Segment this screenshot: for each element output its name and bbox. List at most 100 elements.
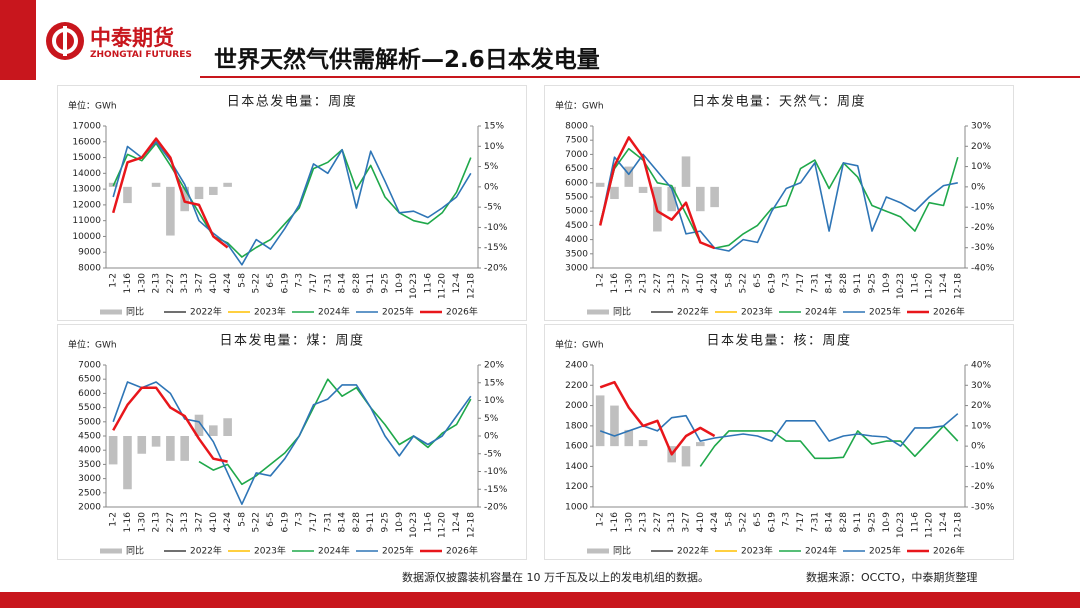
y2-tick-label: 5%	[484, 162, 499, 172]
y-tick-label: 17000	[72, 122, 101, 132]
x-tick-label: 10-23	[896, 512, 906, 538]
y2-tick-label: 0%	[484, 432, 499, 442]
legend-swatch	[587, 309, 609, 315]
chart-panel: 单位：GWh 日本总发电量：周度 8000 9000 10000 11000 12000 13…	[57, 85, 527, 321]
bar	[681, 156, 691, 187]
x-tick-label: 9-11	[366, 512, 376, 532]
x-tick-label: 4-10	[209, 273, 219, 294]
bar	[151, 436, 161, 447]
x-tick-label: 3-27	[682, 512, 692, 532]
bar	[595, 182, 605, 187]
bar	[696, 442, 705, 447]
y-tick-label: 1000	[565, 503, 588, 513]
x-tick-label: 6-5	[753, 512, 763, 527]
x-tick-label: 10-9	[882, 273, 892, 294]
legend-label: 2025年	[869, 545, 901, 557]
y-tick-label: 5500	[565, 193, 588, 203]
logo	[46, 22, 84, 60]
x-tick-label: 2-13	[639, 273, 649, 293]
legend-label: 2025年	[382, 545, 414, 557]
y2-tick-label: -10%	[971, 203, 995, 213]
x-tick-label: 7-17	[796, 512, 806, 532]
x-tick-label: 11-20	[438, 512, 448, 538]
x-tick-label: 9-25	[381, 512, 391, 532]
legend-label: 同比	[126, 306, 144, 318]
x-tick-label: 1-2	[109, 512, 119, 527]
x-tick-label: 7-17	[309, 512, 319, 532]
y-tick-label: 7000	[78, 361, 101, 371]
legend-label: 同比	[126, 545, 144, 557]
chart-title: 日本发电量：煤：周度	[219, 333, 364, 349]
y2-tick-label: 15%	[484, 122, 504, 132]
legend-label: 2025年	[382, 306, 414, 318]
bar	[108, 436, 118, 465]
y-tick-label: 8000	[565, 122, 588, 132]
y2-tick-label: 10%	[971, 421, 991, 431]
bar	[194, 186, 204, 200]
y2-tick-label: -20%	[971, 482, 995, 492]
bar	[123, 186, 132, 204]
y-tick-label: 2500	[78, 488, 101, 498]
x-tick-label: 7-31	[810, 273, 820, 293]
x-tick-label: 8-14	[825, 273, 835, 294]
y2-tick-label: -15%	[484, 485, 508, 495]
legend-label: 2022年	[190, 545, 222, 557]
x-tick-label: 5-8	[724, 512, 734, 527]
legend-label: 同比	[613, 545, 631, 557]
y-tick-label: 13000	[72, 185, 101, 195]
x-tick-label: 11-6	[910, 512, 920, 533]
x-tick-label: 3-13	[667, 512, 677, 532]
unit-label: 单位：GWh	[555, 339, 604, 351]
x-tick-label: 2-13	[152, 512, 162, 532]
y-tick-label: 6500	[78, 375, 101, 385]
x-tick-label: 7-31	[323, 512, 333, 532]
x-tick-label: 5-8	[724, 273, 734, 288]
legend-label: 同比	[613, 306, 631, 318]
x-tick-label: 7-3	[782, 512, 792, 527]
x-tick-label: 1-2	[596, 273, 606, 288]
brand: 中泰期货	[90, 26, 174, 50]
x-tick-label: 5-8	[237, 273, 247, 288]
legend-swatch	[100, 309, 122, 315]
y2-tick-label: 20%	[971, 401, 991, 411]
x-tick-label: 8-28	[839, 512, 849, 533]
bar	[696, 186, 705, 212]
line-series	[598, 136, 716, 250]
y-tick-label: 3500	[78, 460, 101, 470]
x-tick-label: 11-20	[438, 273, 448, 299]
x-tick-label: 1-30	[624, 273, 634, 294]
bar	[194, 414, 204, 436]
legend-label: 2024年	[318, 306, 350, 318]
line-series	[599, 413, 959, 447]
x-tick-label: 5-22	[252, 512, 262, 532]
legend-label: 2022年	[677, 306, 709, 318]
y2-tick-label: 10%	[971, 162, 991, 172]
y2-tick-label: 10%	[484, 142, 504, 152]
bar	[610, 186, 619, 200]
y2-tick-label: 40%	[971, 361, 991, 371]
x-tick-label: 6-5	[266, 512, 276, 527]
x-tick-label: 10-23	[896, 273, 906, 299]
y-tick-label: 12000	[72, 200, 101, 210]
bar	[209, 425, 218, 436]
x-tick-label: 3-13	[180, 273, 190, 293]
bar	[624, 429, 634, 447]
y2-tick-label: 20%	[971, 142, 991, 152]
legend-label: 2023年	[741, 306, 773, 318]
x-tick-label: 11-20	[925, 512, 935, 538]
x-tick-label: 4-24	[710, 273, 720, 294]
x-tick-label: 7-3	[782, 273, 792, 288]
bar	[681, 446, 691, 467]
y-tick-label: 4000	[565, 235, 588, 245]
x-tick-label: 8-14	[338, 273, 348, 294]
y-tick-label: 3000	[78, 474, 101, 484]
y2-tick-label: 5%	[484, 414, 499, 424]
x-tick-label: 9-11	[853, 512, 863, 532]
y-tick-label: 4500	[78, 432, 101, 442]
bar	[137, 436, 147, 454]
y2-tick-label: -5%	[484, 203, 502, 213]
legend-label: 2023年	[254, 545, 286, 557]
legend-label: 2026年	[933, 545, 965, 557]
x-tick-label: 1-2	[596, 512, 606, 527]
y2-tick-label: 30%	[971, 122, 991, 132]
